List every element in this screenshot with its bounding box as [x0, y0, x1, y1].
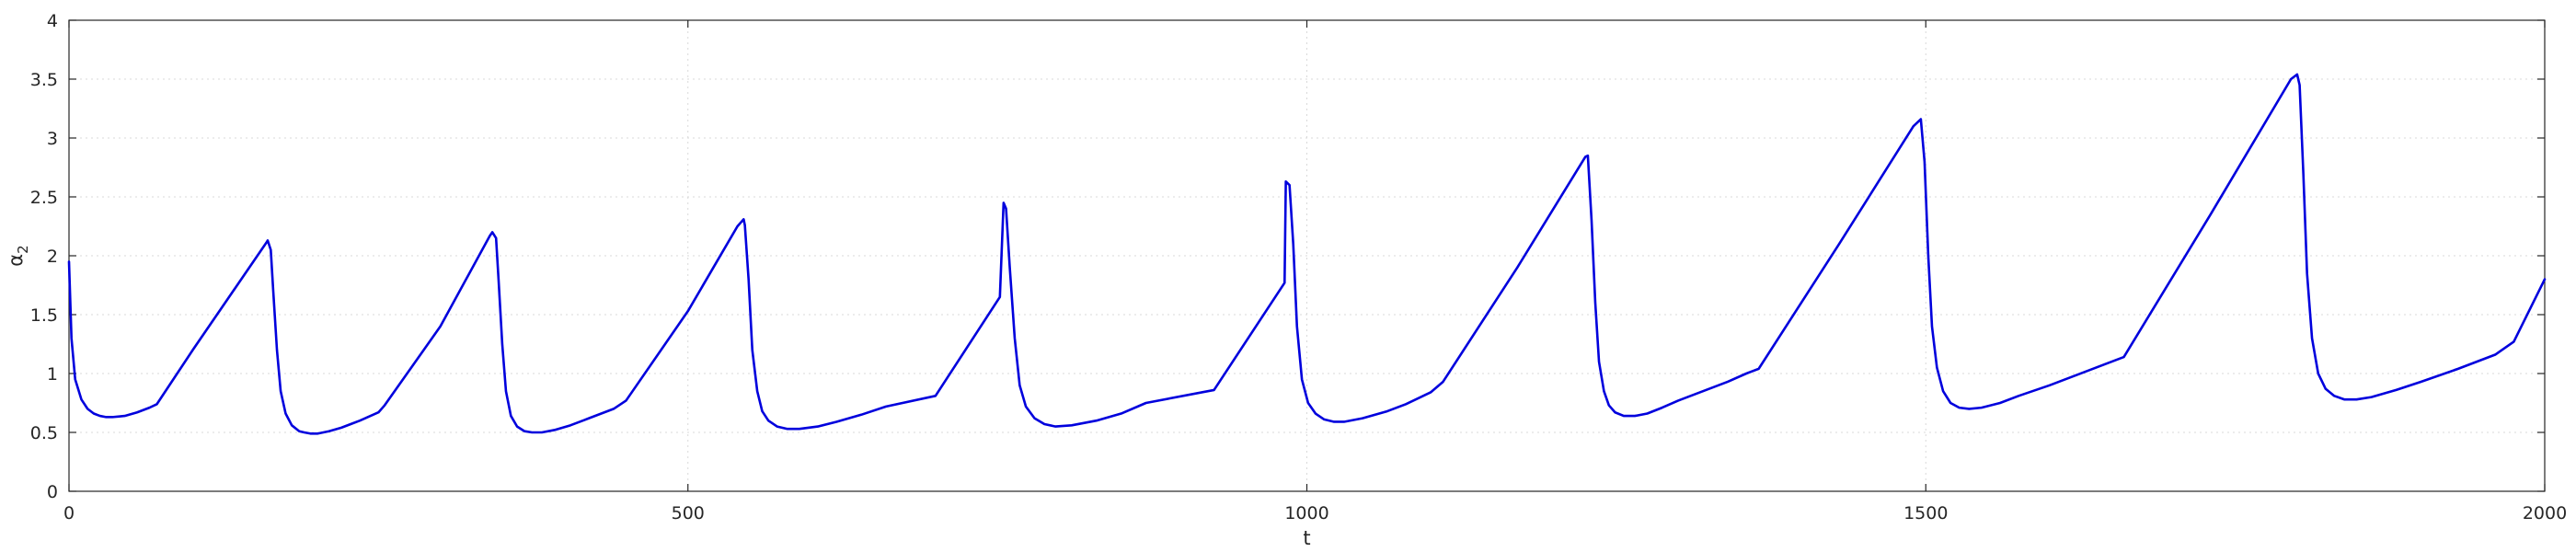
y-axis-label: α2 — [5, 245, 31, 266]
x-tick-label: 2000 — [2523, 503, 2567, 523]
grid-lines — [68, 19, 2546, 492]
y-axis-label-subscript: 2 — [15, 245, 31, 254]
y-tick-label: 4 — [47, 11, 58, 31]
x-tick-label: 1000 — [1284, 503, 1328, 523]
tick-labels: 0 500 1000 1500 2000 0 0.5 1 1.5 2 2.5 3 3.5 4 — [30, 11, 2567, 523]
y-axis-label-main: α — [5, 254, 27, 267]
x-axis-label: t — [1303, 527, 1310, 549]
y-tick-label: 3.5 — [30, 70, 58, 90]
axis-ticks — [68, 19, 2546, 492]
y-tick-label: 0 — [47, 482, 58, 502]
y-tick-label: 1.5 — [30, 305, 58, 326]
series-line — [67, 73, 2547, 435]
y-tick-label: 3 — [47, 129, 58, 149]
x-tick-label: 0 — [63, 503, 75, 523]
y-tick-label: 1 — [47, 364, 58, 385]
x-tick-label: 500 — [672, 503, 705, 523]
y-tick-label: 2 — [47, 247, 58, 267]
x-tick-label: 1500 — [1903, 503, 1948, 523]
y-tick-label: 0.5 — [30, 423, 58, 443]
y-tick-label: 2.5 — [30, 188, 58, 208]
series-layer — [67, 73, 2547, 435]
